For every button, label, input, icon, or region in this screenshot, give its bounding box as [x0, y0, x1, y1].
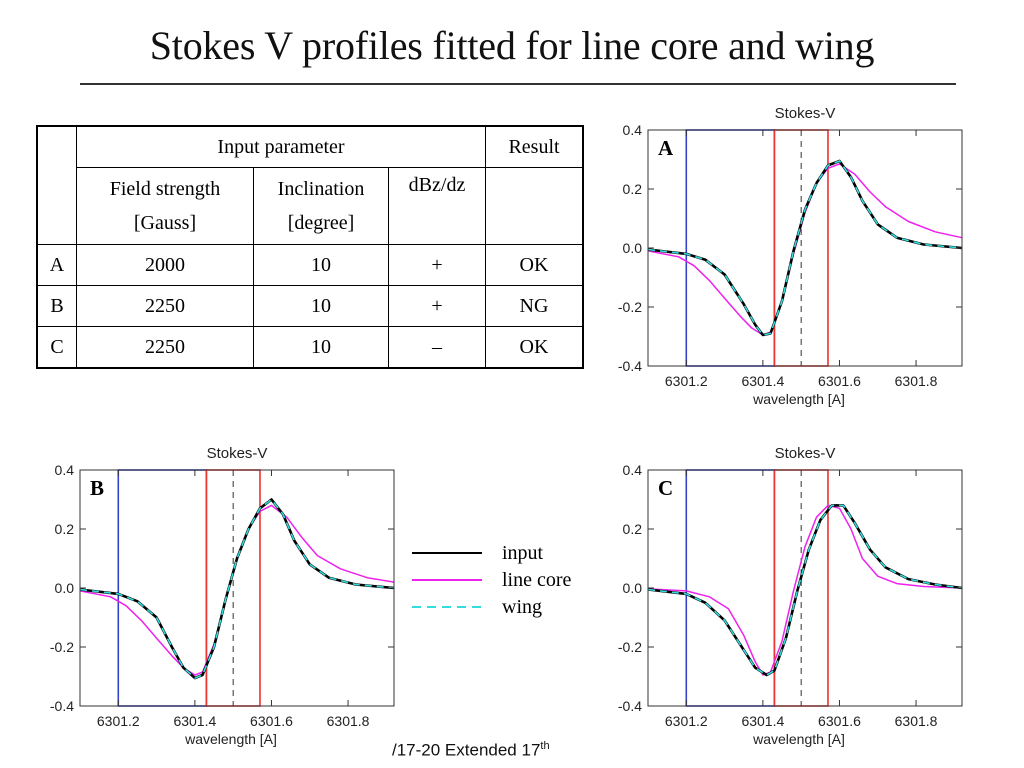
series-wing [647, 504, 963, 676]
parameter-table: Input parameter Result Field strength [Ga… [36, 125, 584, 369]
row-inclination: 10 [253, 326, 389, 369]
y-tick-label: 0.4 [623, 122, 643, 138]
y-tick-label: 0.4 [623, 462, 643, 478]
stokes-v-chart-a: Stokes-V A 0.4 0.2 0.0 -0.2 -0.4 6301.2 6301.4 63… [618, 105, 963, 407]
y-tick-label: 0.0 [623, 240, 643, 256]
stokes-v-chart-b: Stokes-V B 0.4 0.2 0.0 -0.2 -0.4 6301.2 6301.4 63… [50, 445, 395, 747]
row-dbz: – [388, 326, 486, 369]
row-dbz: + [388, 285, 486, 327]
x-tick-label: 6301.4 [173, 713, 216, 729]
x-tick-label: 6301.6 [250, 713, 293, 729]
y-tick-label: 0.2 [55, 521, 75, 537]
x-tick-label: 6301.6 [818, 373, 861, 389]
row-inclination: 10 [253, 285, 389, 327]
stokes-v-chart-c: Stokes-V C 0.4 0.2 0.0 -0.2 -0.4 6301.2 6301.4 63… [618, 445, 963, 747]
row-dbz: + [388, 244, 486, 286]
table-corner-cell [36, 125, 77, 245]
series-wing [79, 498, 395, 679]
y-tick-label: -0.2 [50, 639, 74, 655]
slide-title: Stokes V profiles fitted for line core a… [149, 23, 875, 68]
footer-superscript: th [540, 740, 550, 752]
x-tick-label: 6301.6 [818, 713, 861, 729]
x-tick-label: 6301.8 [895, 713, 938, 729]
series-line-core [647, 504, 963, 676]
row-result: NG [485, 285, 584, 327]
field-strength-unit: [Gauss] [133, 212, 197, 234]
y-tick-label: 0.2 [623, 181, 643, 197]
x-axis-label: wavelength [A] [752, 391, 845, 407]
panel-label: C [658, 476, 673, 500]
table-row: B 2250 10 + NG [36, 285, 584, 327]
row-field: 2250 [76, 326, 254, 369]
table-group-header-input: Input parameter [76, 125, 486, 168]
panel-label: A [658, 136, 674, 160]
table-group-header-result: Result [485, 125, 584, 168]
x-tick-label: 6301.8 [895, 373, 938, 389]
series-wing [647, 160, 963, 336]
row-label: B [36, 285, 77, 327]
row-inclination: 10 [253, 244, 389, 286]
table-header-field-strength: Field strength [Gauss] [76, 167, 254, 245]
title-divider [80, 83, 956, 85]
table-row: A 2000 10 + OK [36, 244, 584, 286]
y-tick-label: -0.4 [618, 698, 642, 714]
x-tick-label: 6301.8 [327, 713, 370, 729]
plot-area [80, 470, 394, 706]
x-tick-label: 6301.4 [741, 373, 784, 389]
y-tick-label: 0.0 [623, 580, 643, 596]
x-tick-label: 6301.2 [97, 713, 140, 729]
table-header-result-empty [485, 167, 584, 245]
inclination-unit: [degree] [287, 212, 355, 234]
plot-area [648, 470, 962, 706]
table-header-dbz: dBz/dz [388, 167, 486, 245]
y-tick-label: 0.4 [55, 462, 75, 478]
chart-title: Stokes-V [775, 445, 836, 462]
plot-area [648, 130, 962, 366]
chart-legend: input line core wing [412, 542, 572, 618]
x-axis-label: wavelength [A] [752, 731, 845, 747]
row-result: OK [485, 244, 584, 286]
footer-main: /17-20 Extended 17 [392, 740, 541, 760]
x-tick-label: 6301.2 [665, 373, 708, 389]
y-tick-label: -0.2 [618, 639, 642, 655]
y-tick-label: 0.2 [623, 521, 643, 537]
legend-line-core-label: line core [502, 569, 572, 591]
y-tick-label: -0.4 [50, 698, 74, 714]
panel-label: B [90, 476, 104, 500]
field-strength-label: Field strength [109, 178, 221, 200]
legend-input-label: input [502, 542, 544, 564]
footer-text: /17-20 Extended 17th [392, 740, 550, 761]
row-field: 2250 [76, 285, 254, 327]
row-label: C [36, 326, 77, 369]
inclination-label: Inclination [277, 178, 365, 200]
row-field: 2000 [76, 244, 254, 286]
y-tick-label: 0.0 [55, 580, 75, 596]
table-row: C 2250 10 – OK [36, 326, 584, 369]
x-tick-label: 6301.4 [741, 713, 784, 729]
chart-title: Stokes-V [207, 445, 268, 462]
chart-title: Stokes-V [775, 105, 836, 122]
x-axis-label: wavelength [A] [184, 731, 277, 747]
table-header-inclination: Inclination [degree] [253, 167, 389, 245]
x-tick-label: 6301.2 [665, 713, 708, 729]
row-result: OK [485, 326, 584, 369]
y-tick-label: -0.4 [618, 358, 642, 374]
y-tick-label: -0.2 [618, 299, 642, 315]
legend-wing-label: wing [502, 596, 542, 618]
row-label: A [36, 244, 77, 286]
